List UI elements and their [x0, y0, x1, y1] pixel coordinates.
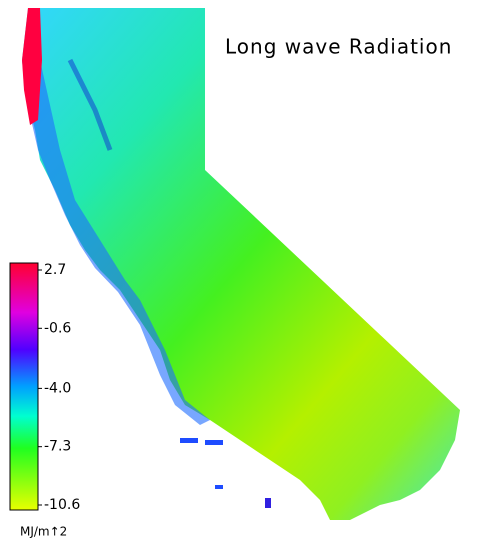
colorbar-unit: MJ/m↑2: [20, 525, 67, 539]
tick-label: -10.6: [44, 497, 80, 513]
state-shape: [22, 8, 460, 520]
tick-label: -4.0: [44, 380, 71, 396]
tick-label: 2.7: [44, 262, 66, 278]
tick-label: -7.3: [44, 439, 71, 455]
map-title: Long wave Radiation: [225, 35, 452, 59]
colorbar-ticks: 2.7 -0.6 -4.0 -7.3 -10.6: [38, 262, 80, 513]
tick-label: -0.6: [44, 320, 71, 336]
colorbar: [9, 262, 39, 511]
